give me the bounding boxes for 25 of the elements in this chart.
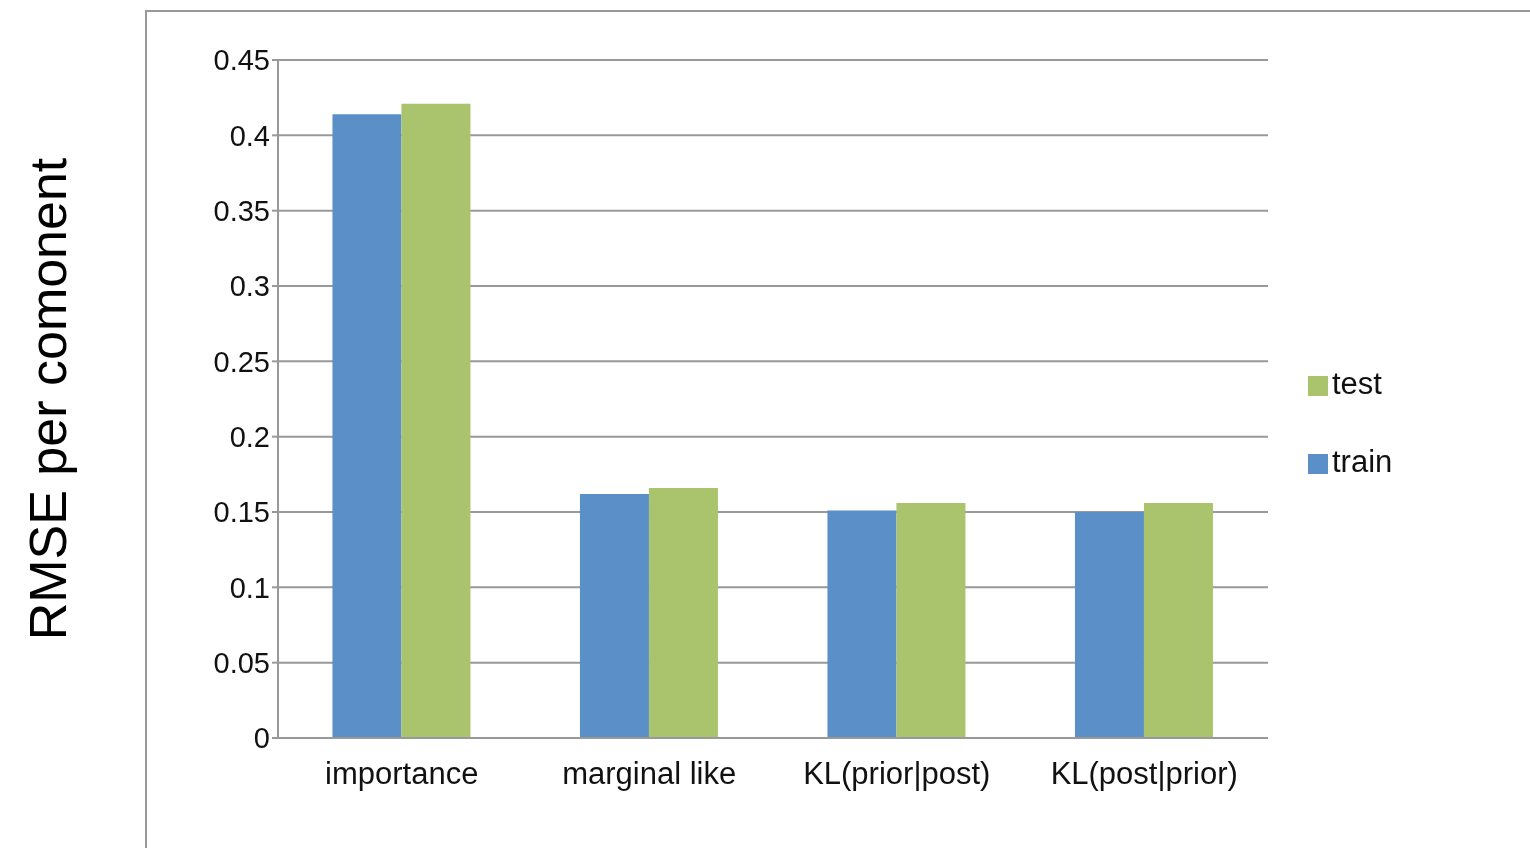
bar [1074,512,1144,738]
x-tick-label: KL(prior|post) [803,756,991,792]
bar [648,487,718,738]
bar [332,114,402,738]
legend-label: train [1332,444,1393,479]
y-tick-label: 0.4 [229,119,270,152]
y-tick-label: 0.25 [213,345,270,378]
x-tick-label: marginal like [562,756,737,792]
bar [401,103,471,738]
bar [896,502,966,738]
x-tick-label: KL(post|prior) [1050,756,1238,792]
y-tick-label: 0.05 [213,646,270,679]
y-tick-label: 0.1 [229,571,270,604]
y-tick-label: 0.2 [229,420,270,453]
y-tick-label: 0.45 [213,44,270,77]
y-axis-title: RMSE per comonent [19,157,78,641]
x-tick-label: importance [325,756,479,792]
y-tick-label: 0.3 [229,270,270,303]
bar [1143,502,1213,738]
legend-label: test [1332,366,1382,401]
y-tick-label: 0.35 [213,194,270,227]
bar [827,510,897,738]
y-tick-label: 0.15 [213,496,270,529]
y-tick-label: 0 [253,722,270,755]
bar [579,493,649,738]
